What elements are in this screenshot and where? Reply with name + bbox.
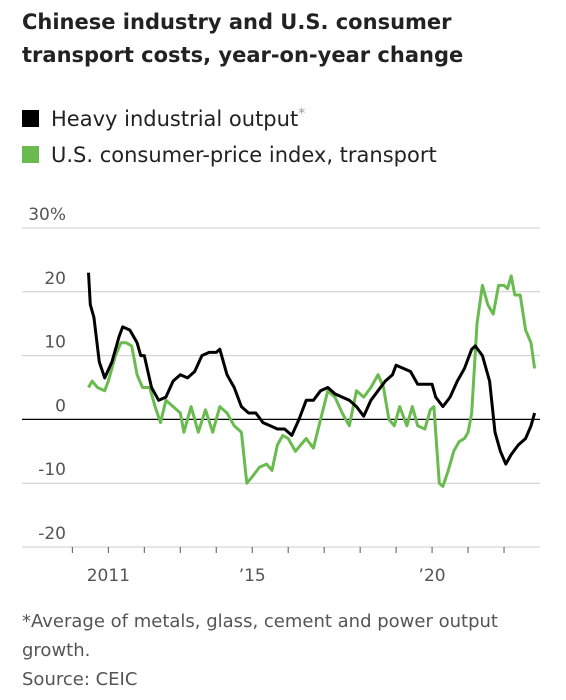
legend-swatch (22, 110, 39, 127)
y-tick-label: 10 (44, 333, 66, 353)
y-tick-label: -10 (38, 460, 66, 480)
legend-item: U.S. consumer-price index, transport (22, 143, 437, 167)
y-tick-label: 20 (44, 269, 66, 289)
legend-item: Heavy industrial output* (22, 106, 305, 131)
footnote: *Average of metals, glass, cement and po… (22, 611, 498, 661)
x-tick-label: ’20 (419, 566, 446, 586)
footer: *Average of metals, glass, cement and po… (22, 607, 542, 694)
series-line (87, 274, 537, 488)
legend-label: U.S. consumer-price index, transport (51, 143, 437, 167)
chart: -20 -10 0 10 20 30% 2011 ’15 ’20 (22, 205, 540, 586)
y-tick-label: 0 (55, 396, 66, 416)
x-tick-label: ’15 (239, 566, 266, 586)
y-tick-label: -20 (38, 524, 66, 544)
series-line (87, 272, 537, 466)
chart-title: Chinese industry and U.S. consumer trans… (22, 10, 464, 67)
legend-label: Heavy industrial output (51, 107, 299, 131)
y-tick-label: 30% (28, 205, 66, 225)
source: Source: CEIC (22, 669, 138, 690)
legend-swatch (22, 146, 39, 163)
x-tick-label: 2011 (87, 566, 130, 586)
legend-note: * (298, 106, 306, 122)
